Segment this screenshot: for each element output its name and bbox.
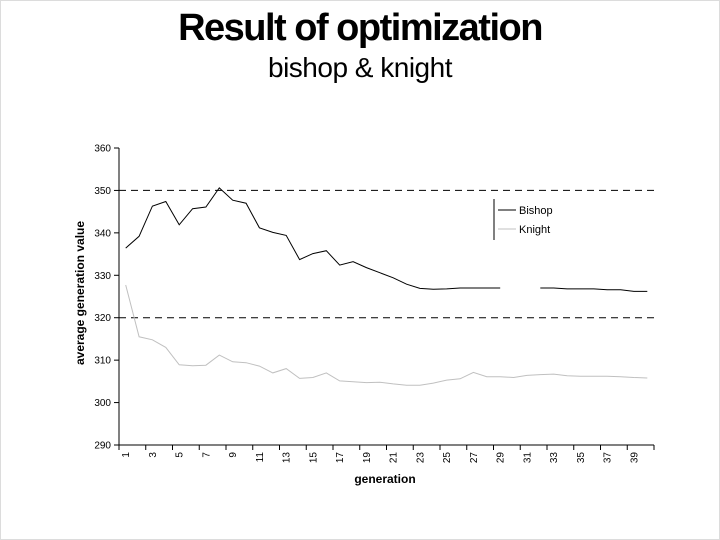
x-tick-label: 35 bbox=[576, 452, 587, 464]
y-tick-label: 300 bbox=[94, 398, 111, 409]
y-tick-label: 290 bbox=[94, 441, 111, 452]
x-axis-title: generation bbox=[354, 472, 415, 486]
x-tick-label: 25 bbox=[442, 452, 453, 464]
y-tick-label: 330 bbox=[94, 271, 111, 282]
reference-lines bbox=[119, 189, 654, 319]
legend-label-bishop: Bishop bbox=[519, 205, 553, 217]
x-tick-label: 11 bbox=[255, 452, 266, 463]
legend: Bishop Knight bbox=[493, 199, 553, 240]
x-tick-label: 31 bbox=[522, 452, 533, 464]
x-tick-label: 1 bbox=[121, 452, 132, 458]
x-tick-label: 13 bbox=[282, 452, 293, 464]
y-axis-title: average generation value bbox=[73, 221, 87, 365]
x-tick-label: 21 bbox=[389, 452, 400, 464]
y-tick-label: 320 bbox=[94, 313, 111, 324]
y-tick-label: 310 bbox=[94, 356, 111, 367]
x-tick-label: 7 bbox=[201, 452, 212, 458]
x-tick-label: 9 bbox=[228, 452, 239, 458]
y-tick-label: 350 bbox=[94, 186, 111, 197]
slide-subtitle: bishop & knight bbox=[268, 52, 452, 83]
slide-title: Result of optimization bbox=[178, 7, 543, 49]
axes bbox=[118, 148, 654, 446]
x-tick-label: 33 bbox=[549, 452, 560, 464]
x-tick-label: 29 bbox=[496, 452, 507, 464]
x-tick-label: 15 bbox=[308, 452, 319, 464]
x-tick-label: 19 bbox=[362, 452, 373, 464]
legend-label-knight: Knight bbox=[519, 224, 550, 236]
y-tick-label: 340 bbox=[94, 228, 111, 239]
x-tick-label: 37 bbox=[603, 452, 614, 464]
x-tick-label: 27 bbox=[469, 452, 480, 464]
x-tick-label: 5 bbox=[175, 452, 186, 458]
x-tick-label: 3 bbox=[148, 452, 159, 458]
x-ticks bbox=[118, 445, 655, 450]
x-tick-labels: 1 3 5 7 9 11 13 15 17 19 21 23 25 27 29 31 33 35 37 39 bbox=[121, 452, 640, 464]
x-tick-label: 23 bbox=[415, 452, 426, 464]
y-tick-label: 360 bbox=[94, 144, 111, 155]
series-line-knight bbox=[125, 284, 648, 386]
y-tick-labels: 290 300 310 320 330 340 350 360 bbox=[94, 144, 119, 452]
x-tick-label: 39 bbox=[629, 452, 640, 464]
series-line-bishop bbox=[125, 187, 648, 292]
x-tick-label: 17 bbox=[335, 452, 346, 464]
